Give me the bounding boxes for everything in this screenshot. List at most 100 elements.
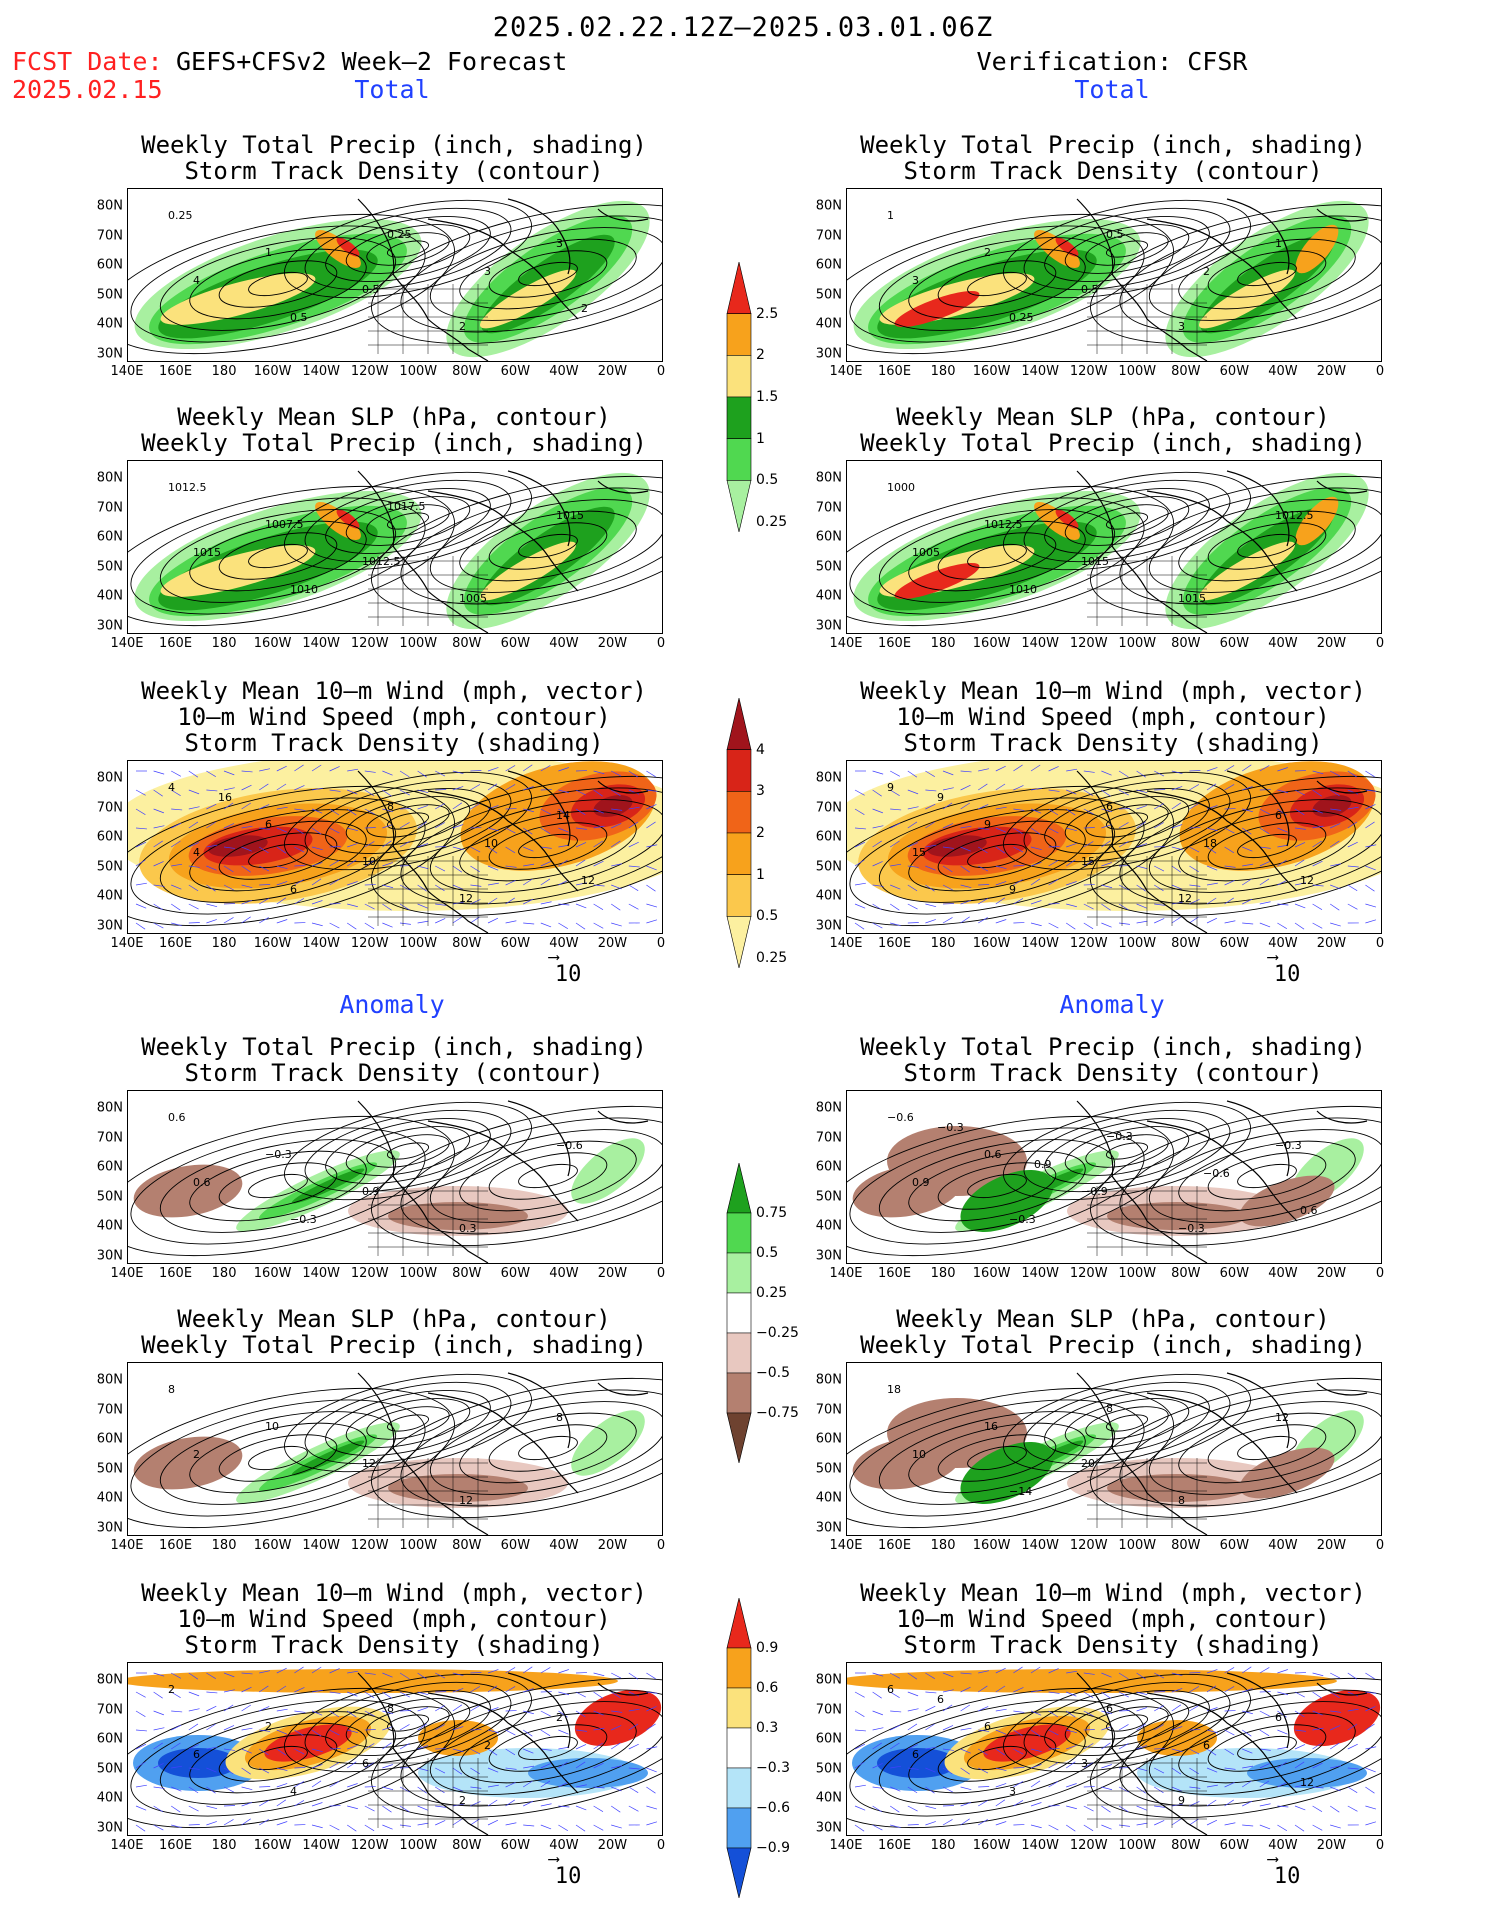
- t-fc-slp-contour-label: 1017.5: [387, 500, 426, 513]
- a-vf-precip-lon-tick: 0: [1375, 1266, 1385, 1281]
- t-vf-slp-lon-tick: 40W: [1268, 636, 1298, 651]
- t-vf-precip-lon-tick: 80W: [1171, 364, 1201, 379]
- a-fc-precip-contours: [128, 1101, 662, 1257]
- a-vf-precip-lat-tick: 50N: [815, 1189, 842, 1204]
- a-fc-wind-lon-tick: 0: [656, 1838, 666, 1853]
- t-fc-precip-lon-tick: 160W: [253, 364, 292, 379]
- t-vf-slp-map-svg: 1000 1012.5 1015 1015 1012.5 1005 1010: [847, 470, 1381, 633]
- a-vf-precip-contour-label: −0.9: [1081, 1185, 1108, 1198]
- t-fc-precip-contour-label: 0.5: [362, 283, 380, 296]
- t-fc-wind-lon-tick: 160W: [253, 936, 292, 951]
- t-fc-precip-lat-tick: 30N: [96, 346, 123, 361]
- valid-period-title: 2025.02.22.12Z–2025.03.01.06Z: [492, 12, 994, 43]
- a-fc-precip-lon-tick: 80W: [452, 1266, 482, 1281]
- colorbar-precip_total-segment: [726, 438, 752, 481]
- a-vf-slp-contour-label: 12: [1275, 1411, 1289, 1424]
- t-vf-slp-lon-tick: 180: [930, 636, 956, 651]
- t-vf-slp-contour-label: 1005: [912, 546, 940, 559]
- colorbar-precip_total-segment: [726, 313, 752, 356]
- t-fc-wind-contour-label: 12: [459, 892, 473, 905]
- t-fc-slp-lon-tick: 180: [211, 636, 237, 651]
- section-total-left: Total: [354, 75, 430, 104]
- t-fc-precip-title-line-2: Storm Track Density (contour): [184, 157, 604, 185]
- a-vf-slp-contour-label: 16: [984, 1420, 998, 1433]
- a-fc-slp-contour-label: 10: [265, 1420, 279, 1433]
- a-vf-precip-contour-label: −0.6: [1203, 1167, 1230, 1180]
- t-vf-slp-lon-tick: 60W: [1219, 636, 1250, 651]
- t-fc-precip-shading: [134, 200, 650, 358]
- a-fc-wind-lon-tick: 100W: [399, 1838, 438, 1853]
- t-vf-wind-lon-tick: 100W: [1118, 936, 1157, 951]
- a-fc-slp-lat-tick: 70N: [96, 1402, 123, 1417]
- colorbar-storm_anom-label: −0.9: [756, 1840, 790, 1856]
- t-vf-precip-lat-tick: 50N: [815, 287, 842, 302]
- t-fc-slp-map: 1012.5 1007.5 1012.5 1005 1015 1015 1010 1017.5: [127, 460, 663, 634]
- t-vf-wind-vector-reference: ⟶ 10: [1267, 947, 1301, 988]
- colorbar-precip_total-label: 2.5: [756, 305, 779, 322]
- t-vf-slp-lat-tick: 30N: [815, 618, 842, 633]
- a-vf-wind-contour-label: 6: [887, 1683, 894, 1696]
- t-vf-wind-lon-tick: 140W: [1021, 936, 1060, 951]
- section-anomaly-right: Anomaly: [1059, 990, 1165, 1019]
- t-vf-precip-map-svg: 1 2 0.5 3 1 3 0.25 0.5 2: [847, 198, 1381, 361]
- a-vf-wind-lon-tick: 140E: [829, 1838, 863, 1853]
- a-vf-slp-contour-label: 18: [887, 1383, 901, 1396]
- colorbar-storm_total-segment: [726, 916, 752, 968]
- a-vf-wind-lon-tick: 160E: [878, 1838, 912, 1853]
- t-fc-precip-lat-tick: 70N: [96, 228, 123, 243]
- a-fc-precip-lat-tick: 70N: [96, 1130, 123, 1145]
- a-vf-slp-lat-tick: 40N: [815, 1490, 842, 1506]
- a-vf-precip-lon-tick: 160E: [878, 1266, 912, 1281]
- colorbar-precip_anom-segment: [726, 1372, 752, 1414]
- t-vf-slp-lon-tick: 120W: [1069, 636, 1108, 651]
- a-vf-wind-vector-reference: ⟶ 10: [1267, 1849, 1301, 1890]
- t-vf-slp-contour-label: 1012.5: [1275, 509, 1314, 522]
- colorbar-storm_total-segment: [726, 791, 752, 834]
- a-fc-wind-lat-tick: 60N: [96, 1731, 123, 1747]
- t-fc-wind-lat-tick: 50N: [96, 859, 123, 874]
- t-fc-precip-lon-tick: 140W: [302, 364, 341, 379]
- t-fc-slp-lon-tick: 140W: [302, 636, 341, 651]
- a-fc-wind-wind-vectors: [135, 1666, 658, 1832]
- a-fc-precip-contour-label: 0.9: [362, 1185, 380, 1198]
- t-vf-precip-lon-tick: 100W: [1118, 364, 1157, 379]
- a-fc-slp-map-svg: 8 10 12 12 8 2: [128, 1372, 662, 1535]
- colorbar-precip_anom-label: −0.25: [756, 1325, 799, 1341]
- a-fc-precip-lon-tick: 120W: [350, 1266, 389, 1281]
- a-vf-slp-lat-tick: 30N: [815, 1520, 842, 1535]
- t-vf-slp-title-line-1: Weekly Mean SLP (hPa, contour): [896, 403, 1330, 431]
- a-fc-slp-lon-tick: 40W: [549, 1538, 579, 1553]
- a-fc-slp-lon-tick: 160W: [253, 1538, 292, 1553]
- a-vf-wind-lon-tick: 160W: [972, 1838, 1011, 1853]
- colorbar-storm_anom-segment: [726, 1727, 752, 1769]
- a-fc-wind-lon-tick: 80W: [452, 1838, 482, 1853]
- a-fc-precip-lat-tick: 40N: [96, 1218, 123, 1234]
- colorbar-precip_total-label: 1.5: [756, 389, 779, 405]
- t-fc-wind-lat-tick: 30N: [96, 918, 123, 933]
- t-fc-wind-contour-label: 4: [168, 781, 175, 794]
- t-vf-wind-lat-tick: 60N: [815, 829, 842, 845]
- t-fc-precip-contour-label: 3: [556, 237, 563, 250]
- t-vf-precip-title-line-2: Storm Track Density (contour): [903, 157, 1323, 185]
- t-vf-precip-lon-tick: 140E: [829, 364, 863, 379]
- t-vf-precip-contour-label: 0.5: [1106, 228, 1124, 241]
- t-vf-wind-title-line-1: Weekly Mean 10–m Wind (mph, vector): [860, 677, 1366, 705]
- t-vf-slp-lon-tick: 140W: [1021, 636, 1060, 651]
- a-vf-precip-coastlines: [1076, 1100, 1368, 1263]
- a-vf-precip-lon-tick: 60W: [1219, 1266, 1250, 1281]
- t-vf-slp-contour-label: 1000: [887, 481, 915, 494]
- a-vf-precip-contour-label: −0.3: [937, 1121, 964, 1134]
- a-fc-precip-lon-tick: 0: [656, 1266, 666, 1281]
- colorbar-precip_total-segment: [726, 480, 752, 532]
- a-vf-slp-lon-tick: 40W: [1268, 1538, 1298, 1553]
- colorbar-storm_total-label: 0.5: [756, 908, 779, 925]
- t-vf-precip-contour-label: 2: [984, 246, 991, 259]
- a-fc-wind-vector-reference: ⟶ 10: [548, 1849, 582, 1890]
- a-fc-slp-lon-tick: 60W: [500, 1538, 531, 1553]
- t-fc-wind-contour-label: 10: [484, 837, 498, 850]
- t-fc-wind-title-line-3: Storm Track Density (shading): [184, 729, 604, 757]
- a-fc-wind-vector-reference-value: 10: [554, 1864, 582, 1889]
- t-vf-slp-contour-label: 1015: [1178, 592, 1206, 605]
- a-vf-wind-lat-tick: 50N: [815, 1761, 842, 1776]
- t-fc-wind-lon-tick: 20W: [597, 936, 628, 951]
